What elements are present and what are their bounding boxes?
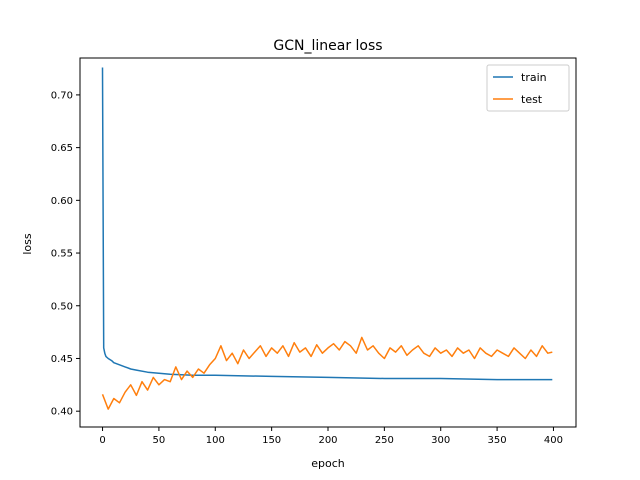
x-tick-label: 0 [99,435,105,446]
y-tick-label: 0.50 [51,301,73,312]
legend: train test [486,64,570,112]
legend-label-train: train [521,71,547,84]
y-tick-label: 0.45 [51,354,73,365]
x-tick-label: 400 [544,435,563,446]
y-axis-label: loss [21,233,34,255]
y-tick-label: 0.65 [51,143,73,154]
x-tick-label: 100 [206,435,225,446]
y-tick-label: 0.55 [51,249,73,260]
x-tick-label: 350 [488,435,507,446]
y-tick-label: 0.60 [51,196,73,207]
series-lines [101,67,553,410]
x-tick-label: 200 [318,435,337,446]
x-tick-label: 150 [262,435,281,446]
y-tick-label: 0.40 [51,407,73,418]
chart-title: GCN_linear loss [273,38,382,54]
y-axis-ticks: 0.40 0.45 0.50 0.55 0.60 0.65 0.70 [51,90,80,418]
series-line-train [101,67,553,381]
legend-label-test: test [521,93,543,106]
series-line-test [101,336,553,410]
x-tick-label: 250 [375,435,394,446]
x-tick-label: 300 [431,435,450,446]
x-axis-ticks: 0 50 100 150 200 250 300 350 400 [99,427,563,446]
x-axis-label: epoch [311,457,345,470]
plot-frame [79,57,577,428]
x-tick-label: 50 [153,435,166,446]
y-tick-label: 0.70 [51,90,73,101]
